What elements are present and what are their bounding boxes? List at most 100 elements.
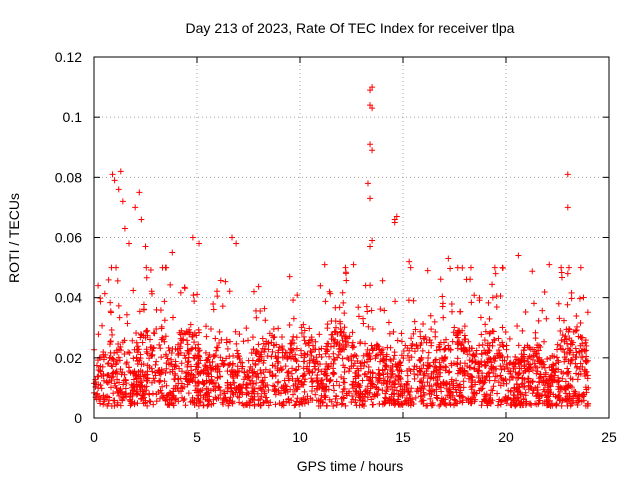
- data-point: [478, 358, 485, 365]
- data-point: [136, 189, 143, 196]
- data-point: [152, 361, 159, 368]
- data-point: [261, 345, 268, 352]
- data-point: [486, 330, 493, 337]
- data-point: [214, 374, 221, 381]
- data-point: [249, 357, 256, 364]
- data-point: [405, 297, 412, 304]
- data-point: [277, 390, 284, 397]
- data-point: [442, 363, 449, 370]
- data-point: [334, 339, 341, 346]
- data-point: [457, 381, 464, 388]
- data-point: [210, 300, 217, 307]
- data-point: [519, 327, 526, 334]
- data-point: [395, 401, 402, 408]
- data-point: [383, 381, 390, 388]
- data-point: [481, 337, 488, 344]
- data-point: [349, 381, 356, 388]
- data-point: [446, 381, 453, 388]
- data-point: [199, 387, 206, 394]
- data-point: [572, 345, 579, 352]
- data-point: [568, 337, 575, 344]
- data-point: [324, 321, 331, 328]
- data-point: [123, 311, 130, 318]
- data-point: [313, 354, 320, 361]
- data-point: [244, 389, 251, 396]
- data-point: [477, 378, 484, 385]
- data-point: [108, 362, 115, 369]
- data-point: [172, 345, 179, 352]
- data-point: [200, 402, 207, 409]
- data-point: [175, 350, 182, 357]
- data-point: [105, 400, 112, 407]
- data-point: [573, 313, 580, 320]
- data-point: [514, 323, 521, 330]
- data-point: [553, 400, 560, 407]
- data-point: [126, 349, 133, 356]
- data-point: [584, 357, 591, 364]
- data-point: [505, 395, 512, 402]
- data-point: [366, 389, 373, 396]
- data-point: [260, 382, 267, 389]
- data-point: [330, 350, 337, 357]
- data-point: [176, 365, 183, 372]
- data-point: [511, 401, 518, 408]
- data-point: [422, 333, 429, 340]
- data-point: [122, 390, 129, 397]
- data-point: [140, 306, 147, 313]
- data-point: [506, 335, 513, 342]
- data-point: [424, 379, 431, 386]
- data-point: [197, 399, 204, 406]
- data-point: [479, 341, 486, 348]
- data-point: [202, 396, 209, 403]
- data-point: [222, 278, 229, 285]
- data-point: [428, 374, 435, 381]
- data-point: [301, 358, 308, 365]
- data-point: [412, 394, 419, 401]
- data-point: [305, 342, 312, 349]
- data-point: [142, 328, 149, 335]
- data-point: [460, 344, 467, 351]
- data-point: [279, 366, 286, 373]
- data-point: [544, 392, 551, 399]
- data-point: [219, 303, 226, 310]
- data-point: [526, 344, 533, 351]
- data-point: [542, 369, 549, 376]
- data-point: [330, 371, 337, 378]
- data-point: [459, 264, 466, 271]
- data-point: [404, 378, 411, 385]
- data-point: [569, 356, 576, 363]
- x-tick-label: 0: [90, 429, 98, 445]
- data-point: [181, 352, 188, 359]
- data-point: [436, 402, 443, 409]
- data-point: [293, 334, 300, 341]
- data-point: [191, 339, 198, 346]
- data-point: [182, 402, 189, 409]
- data-point: [185, 390, 192, 397]
- data-point: [99, 322, 106, 329]
- data-point: [279, 401, 286, 408]
- data-point: [473, 347, 480, 354]
- data-point: [165, 344, 172, 351]
- data-point: [216, 384, 223, 391]
- data-point: [342, 264, 349, 271]
- data-point: [136, 308, 143, 315]
- data-point: [255, 283, 262, 290]
- data-point: [416, 368, 423, 375]
- data-point: [475, 367, 482, 374]
- data-point: [285, 375, 292, 382]
- data-point: [296, 399, 303, 406]
- data-point: [95, 385, 102, 392]
- data-point: [421, 391, 428, 398]
- data-point: [156, 370, 163, 377]
- data-point: [468, 373, 475, 380]
- data-point: [475, 368, 482, 375]
- data-point: [140, 388, 147, 395]
- data-point: [440, 314, 447, 321]
- data-point: [284, 369, 291, 376]
- data-point: [270, 325, 277, 332]
- data-point: [252, 360, 259, 367]
- data-point: [284, 388, 291, 395]
- data-point: [564, 270, 571, 277]
- data-point: [411, 318, 418, 325]
- data-point: [572, 360, 579, 367]
